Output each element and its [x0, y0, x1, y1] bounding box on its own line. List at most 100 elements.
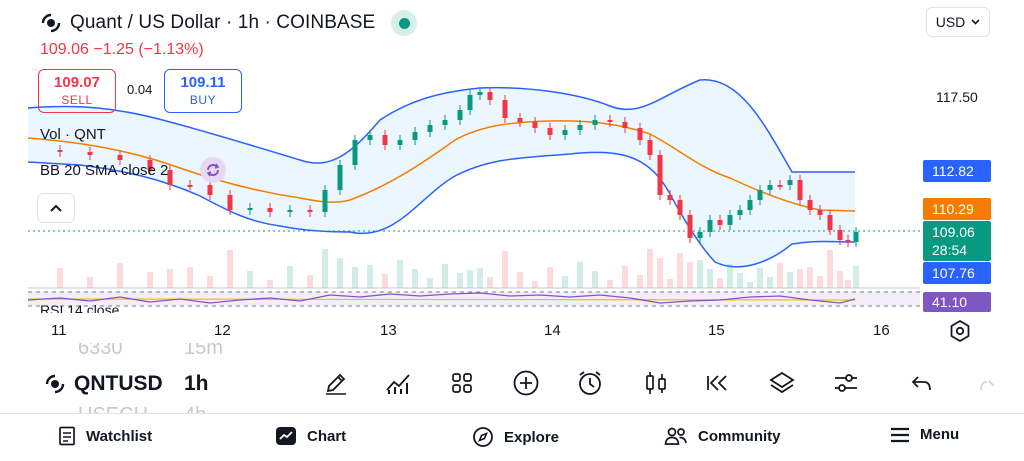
candle-body: [797, 180, 803, 200]
rsi-legend[interactable]: RSI 14 close: [40, 302, 120, 313]
collapse-legend-button[interactable]: [37, 193, 75, 223]
candle-body: [517, 118, 523, 122]
symbol-name: QNTUSD: [74, 372, 163, 395]
volume-bar: [777, 263, 783, 288]
candle-body: [607, 120, 613, 122]
candle-body: [337, 165, 343, 190]
volume-bar: [427, 278, 433, 288]
chevron-down-icon: [971, 19, 980, 25]
volume-bar: [787, 272, 793, 288]
volume-bar: [57, 268, 63, 288]
candle-body: [167, 170, 173, 185]
candle-body: [647, 140, 653, 155]
bb-upper-badge: 112.82: [923, 160, 991, 182]
buy-label: BUY: [189, 93, 217, 107]
volume-bar: [167, 269, 173, 288]
volume-bar: [837, 271, 843, 288]
candle-body: [477, 92, 483, 95]
candle-body: [487, 92, 493, 100]
bollinger-legend[interactable]: BB 20 SMA close 2: [40, 162, 169, 179]
price-axis-tick: 117.50: [936, 89, 978, 105]
loading-refresh-icon[interactable]: [200, 157, 226, 183]
time-axis-tick: 16: [873, 322, 890, 339]
symbol-picker[interactable]: QNTUSD: [44, 372, 163, 396]
candle-body: [667, 195, 673, 200]
indicators-icon[interactable]: [383, 368, 413, 398]
volume-bar: [562, 276, 568, 288]
candle-body: [397, 140, 403, 145]
candle-body: [547, 128, 553, 135]
nav-community-label: Community: [698, 427, 781, 445]
buy-price: 109.11: [180, 74, 226, 91]
candle-body: [717, 220, 723, 225]
nav-explore[interactable]: Explore: [472, 426, 559, 448]
volume-bar: [577, 262, 583, 288]
market-status-icon[interactable]: [391, 10, 418, 36]
volume-bar: [287, 266, 293, 288]
interval-picker[interactable]: 1h: [184, 372, 209, 395]
candle-body: [532, 122, 538, 128]
candle-body: [687, 215, 693, 238]
candlesticks: [57, 87, 859, 247]
bb-upper-line: [27, 79, 855, 173]
candle-body: [207, 185, 213, 195]
price-chart[interactable]: [0, 0, 1024, 352]
sell-label: SELL: [61, 93, 93, 107]
add-icon[interactable]: [511, 368, 541, 398]
currency-select[interactable]: USD: [926, 7, 990, 37]
volume-bar: [457, 273, 463, 288]
candle-body: [502, 100, 508, 118]
time-axis-tick: 15: [708, 322, 725, 339]
menu-icon: [891, 427, 909, 442]
volume-bar: [477, 268, 483, 288]
candle-body: [382, 135, 388, 145]
last-price-value: 109.06: [932, 224, 975, 240]
bb-basis-line: [27, 120, 856, 212]
candle-body: [267, 208, 273, 212]
nav-chart[interactable]: Chart: [275, 426, 346, 446]
settings-sliders-icon[interactable]: [831, 368, 861, 398]
alert-icon[interactable]: [575, 368, 605, 398]
volume-legend[interactable]: Vol · QNT: [40, 126, 106, 143]
rsi-line: [27, 292, 856, 304]
volume-bar: [687, 262, 693, 288]
candle-body: [247, 208, 253, 210]
nav-community[interactable]: Community: [664, 426, 781, 446]
volume-bar: [442, 264, 448, 288]
volume-bar: [807, 267, 813, 288]
candle-body: [592, 120, 598, 125]
pencil-icon[interactable]: [321, 368, 351, 398]
bb-lower-line: [27, 151, 856, 268]
redo-icon[interactable]: [970, 368, 1000, 398]
candle-body: [747, 200, 753, 210]
price-change: 109.06 −1.25 (−1.13%): [40, 41, 204, 58]
volume-bar: [727, 264, 733, 288]
buy-button[interactable]: 109.11 BUY: [164, 69, 242, 113]
compass-icon: [473, 427, 493, 447]
volume-bar: [767, 277, 773, 288]
time-axis-tick: 11: [51, 322, 67, 339]
templates-icon[interactable]: [447, 368, 477, 398]
candle-body: [727, 215, 733, 225]
nav-watchlist[interactable]: Watchlist: [58, 426, 152, 446]
volume-bar: [227, 250, 233, 288]
candle-body: [737, 210, 743, 215]
candle-body: [147, 160, 153, 170]
chart-icon: [276, 427, 296, 445]
replay-icon[interactable]: [703, 368, 733, 398]
layers-icon[interactable]: [767, 368, 797, 398]
volume-bar: [247, 271, 253, 288]
chart-header: Quant / US Dollar · 1h · COINBASE: [40, 10, 418, 36]
chart-settings-icon[interactable]: [947, 318, 973, 344]
nav-menu[interactable]: Menu: [890, 426, 959, 443]
bb-band-fill: [28, 79, 855, 267]
sell-button[interactable]: 109.07 SELL: [38, 69, 116, 113]
chart-title[interactable]: Quant / US Dollar · 1h · COINBASE: [70, 12, 376, 33]
nav-watchlist-label: Watchlist: [86, 427, 153, 445]
volume-bar: [147, 272, 153, 288]
candle-body: [622, 122, 628, 128]
undo-icon[interactable]: [907, 368, 937, 398]
candles-icon[interactable]: [641, 368, 671, 398]
volume-bar: [517, 272, 523, 288]
watchlist-icon: [59, 426, 75, 446]
